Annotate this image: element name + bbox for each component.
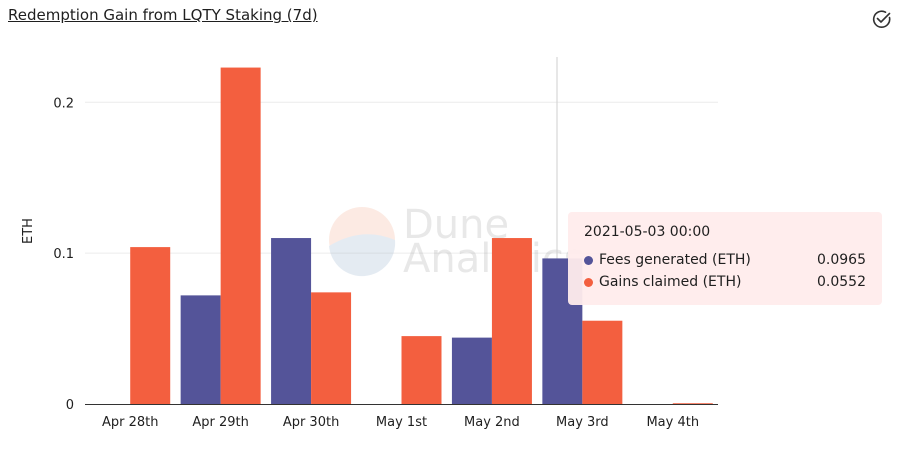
tooltip-series-name: Fees generated (ETH): [599, 252, 751, 268]
chart-title[interactable]: Redemption Gain from LQTY Staking (7d): [8, 6, 318, 24]
tooltip-date: 2021-05-03 00:00: [584, 224, 711, 240]
y-tick-label: 0.1: [53, 247, 74, 262]
y-tick-label: 0.2: [53, 96, 74, 111]
bar-gains-4[interactable]: [491, 238, 532, 404]
bar-fees-1[interactable]: [180, 295, 221, 404]
bar-fees-2[interactable]: [271, 238, 312, 404]
x-tick-label: May 3rd: [556, 415, 609, 430]
bars: [130, 67, 713, 405]
tooltip-series-value: 0.0552: [817, 274, 866, 290]
y-tick-label: 0: [66, 398, 74, 413]
x-tick-label: May 2nd: [464, 415, 520, 430]
bar-gains-6[interactable]: [672, 403, 713, 405]
tooltip-row-gains: Gains claimed (ETH) 0.0552: [584, 271, 866, 293]
tooltip-series-value: 0.0965: [817, 252, 866, 268]
x-tick-label: Apr 28th: [102, 415, 159, 430]
bar-gains-0[interactable]: [130, 247, 171, 404]
bar-gains-2[interactable]: [311, 292, 352, 404]
x-tick-label: Apr 29th: [192, 415, 249, 430]
tooltip-row-fees: Fees generated (ETH) 0.0965: [584, 249, 866, 271]
bar-gains-3[interactable]: [401, 336, 442, 404]
bar-gains-5[interactable]: [582, 320, 623, 404]
tooltip-series-name: Gains claimed (ETH): [599, 274, 742, 290]
bar-gains-1[interactable]: [220, 67, 261, 405]
hover-tooltip: 2021-05-03 00:00 Fees generated (ETH) 0.…: [568, 212, 882, 305]
y-tick-labels: 0 0.1 0.2: [53, 96, 74, 413]
bar-fees-4[interactable]: [451, 337, 492, 404]
dune-logo-icon: [329, 207, 396, 277]
x-tick-label: Apr 30th: [283, 415, 340, 430]
x-tick-labels: Apr 28th Apr 29th Apr 30th May 1st May 2nd Ma…: [102, 415, 699, 430]
x-tick-label: May 1st: [376, 415, 427, 430]
legend-dot-fees: [584, 255, 593, 265]
legend-dot-gains: [584, 277, 593, 287]
watermark-line1: Dune: [403, 202, 509, 248]
x-tick-label: May 4th: [646, 415, 699, 430]
check-circle-icon[interactable]: [871, 8, 893, 30]
y-axis-label: ETH: [21, 218, 36, 244]
